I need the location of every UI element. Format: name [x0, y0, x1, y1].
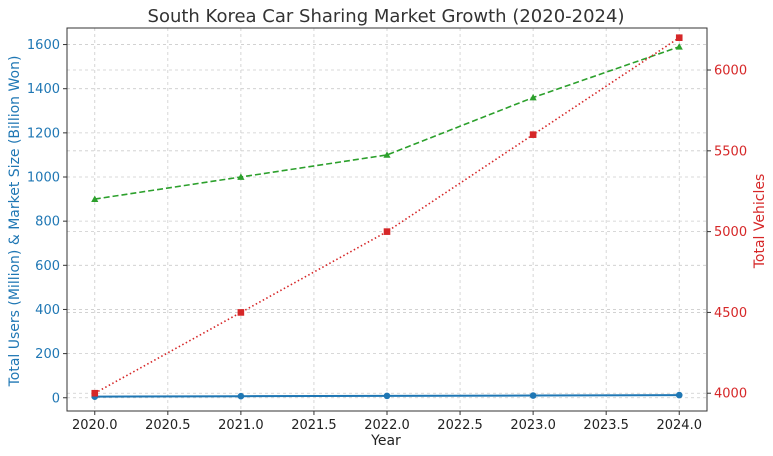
y-left-tick-label: 800: [35, 215, 60, 230]
y-left-tick-label: 200: [35, 347, 60, 362]
series-point-0: [383, 392, 391, 400]
y-right-tick-label: 4500: [714, 306, 747, 321]
series-point-2: [675, 34, 683, 41]
chart-title: South Korea Car Sharing Market Growth (2…: [148, 6, 625, 27]
series-point-1: [675, 43, 683, 50]
x-tick-label: 2023.5: [583, 418, 629, 433]
series-point-1: [91, 195, 99, 202]
axes: 2020.0 2020.5 2021.0 2021.5 2022.0 2022.5 2023…: [27, 27, 747, 433]
x-tick-label: 2021.0: [218, 418, 264, 433]
y-right-tick-label: 5000: [714, 225, 747, 240]
x-tick-label: 2024.0: [656, 418, 702, 433]
x-tick-label: 2020.0: [72, 418, 118, 433]
y-right-tick-label: 4000: [714, 387, 747, 402]
series-line-1: [94, 46, 680, 200]
x-tick-label: 2022.0: [364, 418, 410, 433]
x-axis-label: Year: [370, 433, 401, 449]
series-point-2: [383, 228, 391, 235]
series-point-1: [237, 173, 245, 180]
y-left-tick-label: 1600: [27, 38, 60, 53]
y-left-tick-label: 400: [35, 303, 60, 318]
grid: [67, 28, 707, 411]
x-tick-label: 2023.0: [510, 418, 556, 433]
series-point-2: [91, 389, 99, 397]
series-point-2: [237, 309, 245, 316]
y-left-tick-label: 0: [52, 391, 60, 406]
x-tick-label: 2022.5: [437, 418, 483, 433]
y-right-tick-label: 6000: [714, 64, 747, 79]
series-point-2: [529, 131, 537, 138]
series-point-0: [529, 392, 537, 399]
y-left-tick-label: 1200: [27, 126, 60, 141]
y-right-tick-label: 5500: [714, 144, 747, 159]
y-axis-left-label: Total Users (Million) & Market Size (Bil…: [7, 56, 23, 388]
x-tick-label: 2020.5: [145, 418, 191, 433]
y-left-tick-label: 1400: [27, 82, 60, 97]
series-point-1: [383, 151, 391, 158]
series-point-0: [237, 392, 245, 400]
series-point-1: [529, 93, 537, 101]
y-left-tick-label: 600: [35, 259, 60, 274]
x-tick-label: 2021.5: [291, 418, 337, 433]
y-left-tick-label: 1000: [27, 171, 60, 186]
plot-frame: [66, 27, 708, 412]
series-point-0: [675, 391, 683, 399]
series-layer: [91, 34, 683, 400]
y-axis-right-label: Total Vehicles: [752, 174, 768, 270]
